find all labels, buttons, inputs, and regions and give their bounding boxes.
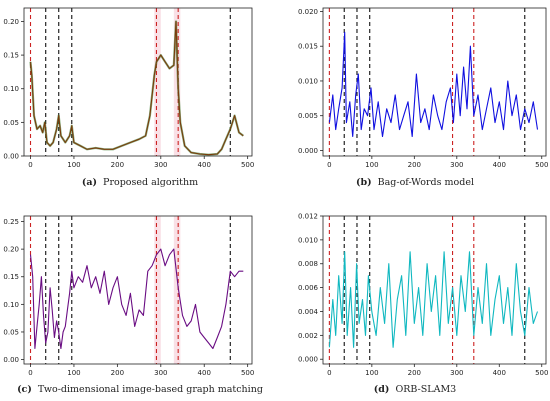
- y-tick-label: 0.010: [298, 77, 318, 85]
- x-tick-label: 200: [408, 161, 421, 169]
- highlight-band: [154, 216, 161, 364]
- y-tick-label: 0.25: [3, 218, 19, 226]
- y-tick-label: 0.008: [298, 260, 318, 268]
- x-tick-label: 0: [28, 161, 32, 169]
- y-tick-label: 0.002: [298, 332, 318, 340]
- x-tick-label: 100: [67, 369, 80, 377]
- x-tick-label: 100: [365, 369, 378, 377]
- caption-b-tag: (b): [356, 177, 372, 188]
- series-line: [328, 251, 539, 348]
- y-tick-label: 0.20: [3, 18, 19, 26]
- panel-c-graph-matching: 0.00 0.05 0.10 0.15 0.20 0.25 0 100 200 300 400 500: [3, 215, 254, 377]
- y-tick-label: 0.005: [298, 112, 318, 120]
- caption-b-text: Bag-of-Words model: [378, 177, 474, 188]
- caption-d-tag: (d): [374, 384, 390, 395]
- caption-d: (d) ORB-SLAM3: [374, 384, 456, 395]
- y-tick-label: 0.006: [298, 284, 319, 292]
- caption-b: (b) Bag-of-Words model: [356, 177, 474, 188]
- x-tick-label: 0: [327, 369, 331, 377]
- y-tick-label: 0.012: [298, 213, 318, 221]
- x-tick-label: 100: [67, 161, 80, 169]
- series-overlay-line: [29, 20, 244, 156]
- axes-frame: [322, 215, 547, 365]
- y-tick-label: 0.00: [3, 356, 19, 364]
- x-tick-label: 500: [241, 161, 254, 169]
- y-tick-label: 0.004: [298, 308, 319, 316]
- caption-a-tag: (a): [82, 177, 97, 188]
- x-tick-label: 400: [493, 369, 506, 377]
- x-tick-label: 0: [28, 369, 32, 377]
- y-tick-label: 0.000: [298, 356, 318, 364]
- x-tick-label: 400: [493, 161, 506, 169]
- caption-c: (c) Two-dimensional image-based graph ma…: [17, 384, 263, 395]
- y-tick-label: 0.05: [3, 119, 19, 127]
- x-tick-label: 0: [327, 161, 331, 169]
- x-tick-label: 500: [535, 161, 548, 169]
- x-tick-label: 200: [408, 369, 421, 377]
- panel-a-proposed-algorithm: 0.00 0.05 0.10 0.15 0.20 0 100 200 300 400 500: [3, 7, 254, 169]
- panel-b-bag-of-words: 0.000 0.005 0.010 0.015 0.020 0 100 200 300 400 50…: [298, 7, 548, 169]
- y-tick-label: 0.015: [298, 43, 318, 51]
- axes-frame: [23, 7, 253, 157]
- y-tick-label: 0.15: [3, 52, 19, 60]
- axes-frame: [23, 215, 253, 365]
- y-tick-label: 0.10: [3, 301, 19, 309]
- x-tick-label: 400: [198, 161, 211, 169]
- axes-frame: [322, 7, 547, 157]
- y-tick-label: 0.000: [298, 147, 318, 155]
- y-tick-label: 0.15: [3, 273, 19, 281]
- caption-a: (a) Proposed algorithm: [82, 177, 198, 188]
- x-tick-label: 400: [198, 369, 211, 377]
- x-tick-label: 500: [241, 369, 254, 377]
- caption-c-text: Two-dimensional image-based graph matchi…: [38, 384, 263, 395]
- caption-c-tag: (c): [17, 384, 32, 395]
- series-line: [29, 20, 244, 156]
- x-tick-label: 200: [111, 369, 124, 377]
- highlight-band: [154, 8, 161, 156]
- caption-d-text: ORB-SLAM3: [395, 384, 456, 395]
- x-tick-label: 300: [450, 369, 463, 377]
- highlight-band: [173, 216, 181, 364]
- y-tick-label: 0.20: [3, 246, 19, 254]
- x-tick-label: 100: [365, 161, 378, 169]
- x-tick-label: 500: [535, 369, 548, 377]
- x-tick-label: 200: [111, 161, 124, 169]
- x-tick-label: 300: [450, 161, 463, 169]
- panel-d-orb-slam3: 0.000 0.002 0.004 0.006 0.008 0.010 0.012 0 100 2…: [298, 213, 548, 378]
- y-tick-label: 0.00: [3, 153, 19, 161]
- x-tick-label: 300: [154, 369, 167, 377]
- y-tick-label: 0.020: [298, 8, 318, 16]
- y-tick-label: 0.05: [3, 328, 19, 336]
- caption-a-text: Proposed algorithm: [103, 177, 198, 188]
- y-tick-label: 0.10: [3, 85, 19, 93]
- series-line: [328, 31, 539, 138]
- y-tick-label: 0.010: [298, 236, 318, 244]
- x-tick-label: 300: [154, 161, 167, 169]
- series-line: [29, 248, 244, 350]
